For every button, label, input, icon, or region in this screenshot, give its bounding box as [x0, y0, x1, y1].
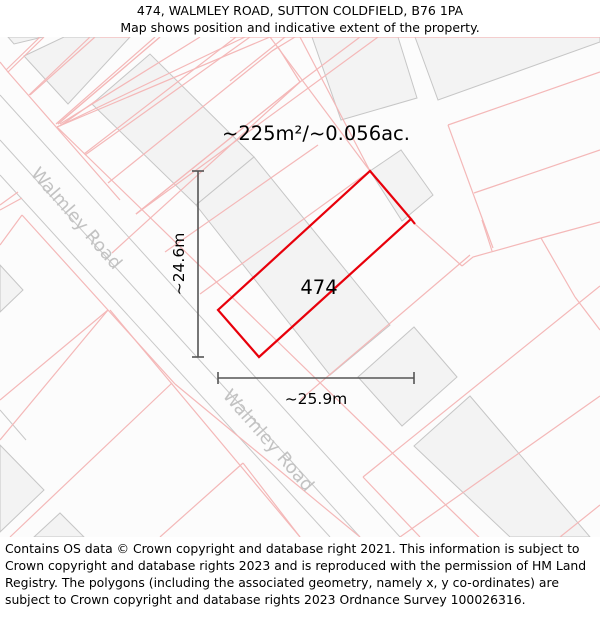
property-address-title: 474, WALMLEY ROAD, SUTTON COLDFIELD, B76… — [136, 3, 464, 18]
property-map[interactable]: Walmley Road Walmley Road ~24.6m ~25.9m … — [0, 37, 600, 537]
height-measurement-label: ~24.6m — [170, 233, 188, 296]
map-subtitle: Map shows position and indicative extent… — [120, 20, 480, 35]
width-dimension — [217, 372, 415, 384]
buildings — [0, 37, 600, 537]
parcel-boundaries — [0, 37, 600, 537]
width-measurement-label: ~25.9m — [285, 390, 348, 408]
road-edges — [0, 94, 401, 537]
height-dimension — [192, 170, 204, 358]
area-label: ~225m²/~0.056ac. — [222, 122, 410, 145]
map-header: 474, WALMLEY ROAD, SUTTON COLDFIELD, B76… — [0, 0, 600, 37]
copyright-attribution: Contains OS data © Crown copyright and d… — [5, 541, 587, 607]
property-boundary[interactable] — [216, 169, 416, 359]
property-number-label: 474 — [300, 276, 337, 299]
